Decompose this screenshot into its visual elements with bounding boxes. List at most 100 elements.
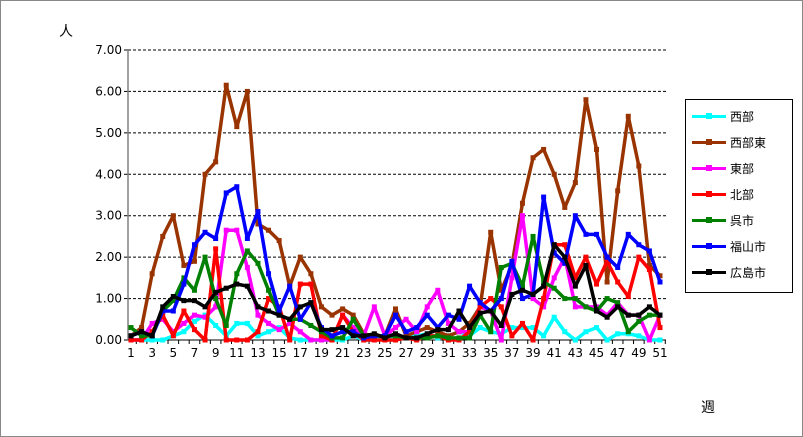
data-point [266,296,272,302]
data-point [625,312,631,318]
data-point [562,242,568,248]
data-point [213,246,219,252]
data-point [541,333,547,339]
data-point [181,262,187,268]
data-point [340,312,346,318]
data-point [488,229,494,235]
x-tick-label: 37 [504,346,519,360]
data-point [234,320,240,326]
legend-item: 北部 [692,186,754,202]
data-point [467,335,473,341]
data-point [297,337,303,343]
data-point [583,97,589,103]
data-point [297,304,303,310]
data-point [393,306,398,312]
data-point [498,287,504,293]
data-point [488,308,494,314]
data-point [541,283,547,289]
y-tick-label: 4.00 [95,167,122,181]
data-point [636,242,642,248]
data-point [234,124,240,130]
data-point [223,82,229,88]
data-point [562,296,568,302]
data-point [615,300,621,306]
data-point [467,325,473,331]
data-point [424,304,430,310]
data-point [266,329,272,335]
legend: 西部 西部東 東部 北部 呉市 福山市 広島市 [685,99,793,293]
data-point [308,281,314,287]
data-point [160,233,166,239]
data-point [350,325,356,331]
data-point [657,279,663,285]
data-point [223,337,229,343]
data-point [562,260,568,266]
y-tick-label: 1.00 [95,292,122,306]
data-point [414,325,420,331]
data-point [467,320,473,326]
data-point [350,333,356,339]
data-point [604,314,610,320]
data-point [266,308,272,314]
data-point [329,327,335,333]
data-point [646,337,652,343]
data-point [223,190,229,196]
data-point [255,312,261,318]
data-point [604,279,610,285]
legend-item: 福山市 [692,238,766,254]
data-point [329,333,335,339]
data-point [604,296,610,302]
data-point [530,155,536,161]
data-point [583,304,589,310]
legend-item: 西部 [692,108,754,124]
data-point [541,194,547,200]
x-tick-label: 43 [568,346,583,360]
data-point [371,331,377,337]
data-point [202,229,208,235]
data-point [594,146,600,152]
data-point [519,213,525,219]
data-point [255,221,261,227]
data-point [393,331,398,337]
data-point [572,296,578,302]
data-point [340,306,346,312]
data-point [244,236,250,241]
data-point [191,312,197,318]
data-point [128,333,134,339]
data-point [509,258,515,264]
data-point [519,200,525,206]
data-point [160,337,166,343]
data-point [594,281,600,287]
data-point [276,327,282,333]
legend-item: 呉市 [692,212,754,228]
data-point [403,329,409,335]
data-point [244,265,250,270]
data-point [467,329,473,335]
data-point [615,188,621,194]
x-tick-label: 47 [610,346,625,360]
data-point [467,283,473,289]
x-tick-label: 1 [127,346,135,360]
data-point [657,325,663,331]
data-point [477,304,483,310]
data-point [530,233,536,239]
data-point [223,285,229,291]
data-point [572,275,578,281]
data-point [181,308,187,314]
data-point [128,325,134,331]
data-point [424,312,430,318]
data-point [170,294,176,299]
data-point [445,327,451,333]
data-point [435,327,441,333]
data-point [318,304,324,310]
data-point [530,325,536,331]
data-point [244,320,250,326]
data-point [530,296,536,302]
y-tick-label: 2.00 [95,250,122,264]
data-point [371,337,377,343]
x-tick-label: 49 [631,346,646,360]
data-point [604,258,610,264]
data-point [424,331,430,337]
